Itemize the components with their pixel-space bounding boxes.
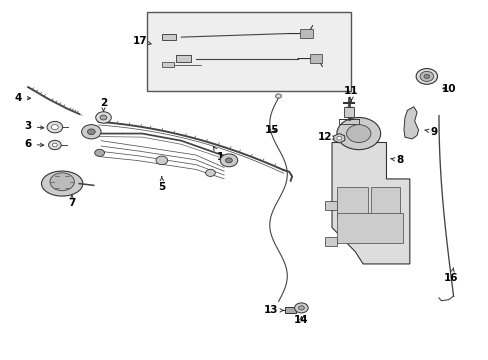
Circle shape [87,129,95,135]
Circle shape [419,71,433,81]
Text: 13: 13 [264,305,284,315]
Circle shape [47,121,62,133]
Circle shape [220,154,237,167]
Circle shape [298,306,304,310]
Text: 2: 2 [100,98,107,111]
Text: 7: 7 [68,195,76,208]
Circle shape [275,94,281,98]
Circle shape [156,156,167,165]
Text: 12: 12 [317,132,335,142]
Bar [336,188,367,218]
Bar [309,54,322,63]
Circle shape [51,125,58,130]
Circle shape [205,169,215,176]
Circle shape [336,117,380,150]
Bar [176,55,191,62]
Circle shape [225,158,232,163]
Text: 14: 14 [293,315,308,325]
Text: 15: 15 [264,125,279,135]
Bar [344,107,353,117]
Polygon shape [403,107,418,139]
Text: 16: 16 [443,268,457,283]
Text: 9: 9 [424,127,437,137]
Bar [370,188,400,218]
Bar [324,237,336,246]
Circle shape [100,115,107,120]
Circle shape [294,303,307,313]
Text: 8: 8 [390,156,403,165]
Circle shape [48,140,61,150]
Circle shape [423,74,429,78]
Circle shape [346,125,370,143]
Text: 5: 5 [158,176,165,192]
Text: 1: 1 [213,147,224,162]
Circle shape [95,149,104,157]
Bar [147,12,351,91]
Circle shape [96,112,111,123]
Polygon shape [331,143,409,264]
Bar [285,307,295,313]
Bar [162,62,174,67]
Circle shape [81,125,101,139]
Bar [162,34,176,40]
Text: 11: 11 [344,86,358,101]
Circle shape [415,68,437,84]
Text: 10: 10 [441,84,455,94]
Text: 3: 3 [24,121,43,131]
Bar [324,202,336,210]
Text: 6: 6 [24,139,43,149]
Bar [300,29,312,38]
Ellipse shape [41,171,82,196]
Circle shape [50,173,74,191]
Text: 17: 17 [132,36,151,46]
Circle shape [336,136,341,140]
Circle shape [52,143,57,147]
Text: 4: 4 [15,93,31,103]
Polygon shape [333,134,344,143]
Bar [336,213,402,243]
